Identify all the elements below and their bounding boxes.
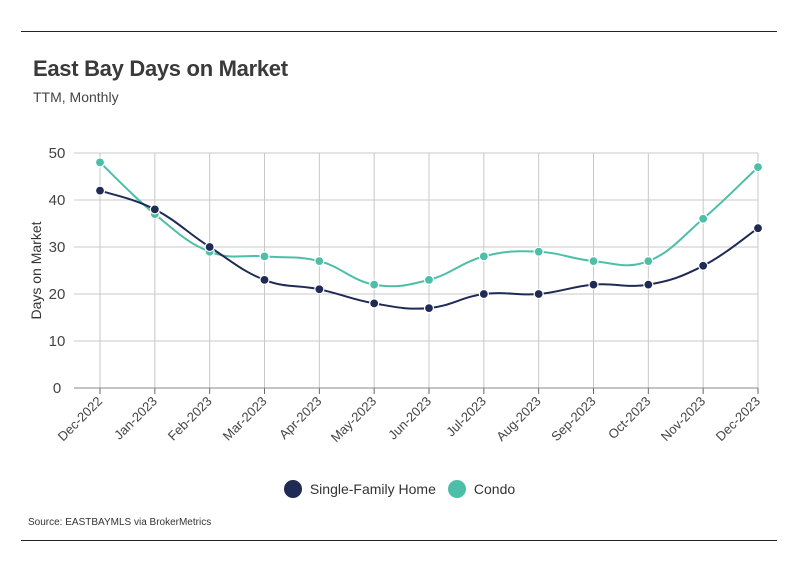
x-tick-label: Jul-2023 — [443, 394, 489, 440]
y-tick-label: 50 — [49, 145, 66, 162]
top-rule — [21, 31, 777, 32]
data-point-sfh — [204, 241, 215, 253]
bottom-rule — [21, 540, 777, 541]
grid-lines — [74, 152, 759, 388]
x-tick-label: Sep-2023 — [548, 394, 598, 444]
x-tick-label: Aug-2023 — [493, 394, 543, 444]
x-tick-label: Nov-2023 — [658, 394, 708, 444]
x-tick-label: Oct-2023 — [605, 394, 653, 442]
x-tick-label: May-2023 — [328, 394, 379, 445]
data-point-condo — [94, 157, 106, 168]
data-point-condo — [369, 279, 380, 290]
legend-item-condo: Condo — [447, 480, 516, 498]
x-tick-label: Jun-2023 — [385, 394, 434, 443]
axes — [74, 387, 759, 394]
x-tick-label: Mar-2023 — [220, 394, 270, 444]
data-point-sfh — [314, 284, 325, 295]
data-point-sfh — [588, 279, 599, 290]
data-point-sfh — [698, 260, 709, 271]
chart-title: East Bay Days on Market — [33, 56, 288, 81]
legend-label-sfh: Single-Family Home — [309, 481, 436, 497]
data-point-sfh — [259, 274, 270, 285]
y-tick-label: 30 — [49, 239, 66, 256]
legend: Single-Family Home Condo — [0, 480, 799, 498]
legend-label-condo: Condo — [473, 481, 516, 497]
data-point-sfh — [423, 303, 435, 314]
y-tick-label: 20 — [49, 286, 66, 303]
data-point-sfh — [533, 288, 544, 300]
chart-subtitle: TTM, Monthly — [33, 89, 119, 105]
x-tick-label: Dec-2023 — [713, 394, 763, 444]
y-axis-label: Days on Market — [28, 221, 44, 319]
y-tick-label: 0 — [53, 380, 61, 397]
data-point-sfh — [478, 288, 489, 300]
y-tick-label: 40 — [49, 192, 66, 209]
tick-labels: 0 10 20 30 40 50 Dec-2022 Jan-2023 Feb-2023 Mar-2… — [28, 145, 763, 445]
y-tick-label: 10 — [49, 333, 66, 350]
source-note: Source: EASTBAYMLS via BrokerMetrics — [28, 517, 212, 528]
data-point-sfh — [752, 223, 764, 234]
legend-item-sfh: Single-Family Home — [283, 480, 436, 498]
data-point-condo — [259, 251, 270, 262]
legend-swatch-sfh — [283, 480, 302, 498]
x-tick-label: Dec-2022 — [55, 394, 105, 444]
data-point-sfh — [369, 298, 380, 309]
data-point-condo — [478, 251, 489, 262]
data-point-condo — [643, 256, 654, 267]
data-point-sfh — [643, 279, 654, 290]
data-point-condo — [423, 274, 435, 285]
legend-swatch-condo — [447, 480, 466, 498]
series — [94, 157, 764, 314]
data-point-sfh — [149, 204, 160, 215]
data-point-sfh — [94, 185, 106, 196]
x-tick-label: Apr-2023 — [276, 394, 324, 442]
x-tick-label: Feb-2023 — [165, 394, 215, 444]
data-point-condo — [588, 256, 599, 267]
data-point-condo — [698, 213, 709, 224]
data-point-condo — [314, 256, 325, 267]
data-point-condo — [752, 162, 764, 173]
data-point-condo — [533, 246, 544, 257]
x-tick-label: Jan-2023 — [111, 394, 160, 443]
